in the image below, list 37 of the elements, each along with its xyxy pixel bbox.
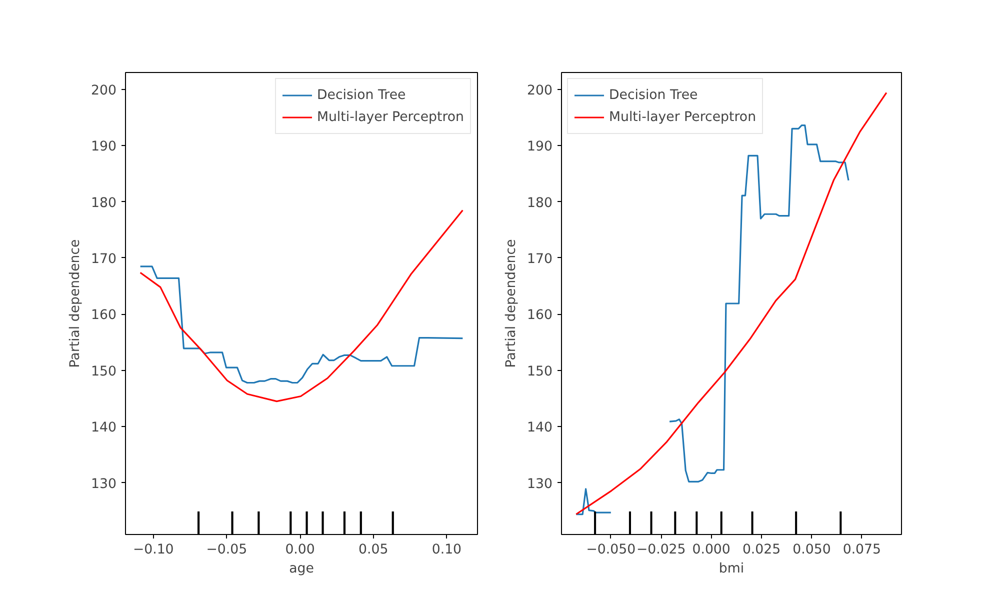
x-axis-title: bmi xyxy=(718,562,744,576)
y-axis-title: Partial dependence xyxy=(68,239,84,368)
y-tick-label: 160 xyxy=(91,308,117,324)
x-tick-label: −0.10 xyxy=(132,542,174,558)
line-series xyxy=(140,266,464,384)
x-tick-label: 0.05 xyxy=(358,542,388,558)
y-tick-label: 130 xyxy=(527,476,553,492)
y-tick-label: 140 xyxy=(527,420,553,436)
x-tick-label: 0.025 xyxy=(742,542,781,558)
x-tick-label: −0.050 xyxy=(586,542,636,558)
legend-label: Multi-layer Perceptron xyxy=(609,110,756,124)
legend-label: Decision Tree xyxy=(609,88,698,102)
y-tick-label: 200 xyxy=(91,83,117,98)
x-tick-label: 0.10 xyxy=(432,542,462,558)
x-tick-label: 0.050 xyxy=(792,542,831,558)
y-tick-label: 130 xyxy=(91,476,117,492)
y-tick-label: 190 xyxy=(91,140,117,155)
y-tick-label: 170 xyxy=(91,252,117,267)
y-tick-label: 180 xyxy=(527,196,553,211)
y-tick-label: 140 xyxy=(91,420,117,436)
y-tick-label: 200 xyxy=(527,83,553,98)
y-tick-label: 180 xyxy=(91,196,117,211)
x-axis-title: age xyxy=(289,562,314,576)
x-tick-label: 0.000 xyxy=(692,542,730,558)
legend-label: Decision Tree xyxy=(316,88,406,102)
y-tick-label: 170 xyxy=(527,252,553,267)
y-tick-label: 190 xyxy=(527,140,553,155)
x-tick-label: −0.05 xyxy=(206,542,248,558)
y-axis-title: Partial dependence xyxy=(504,239,520,368)
y-tick-label: 150 xyxy=(91,364,117,380)
y-tick-label: 150 xyxy=(527,364,553,380)
line-series xyxy=(140,209,464,402)
x-tick-label: 0.00 xyxy=(285,542,315,558)
legend-label: Multi-layer Perceptron xyxy=(316,110,464,124)
y-tick-label: 160 xyxy=(527,308,553,324)
x-tick-label: −0.025 xyxy=(636,542,686,558)
x-tick-label: 0.075 xyxy=(842,542,882,558)
